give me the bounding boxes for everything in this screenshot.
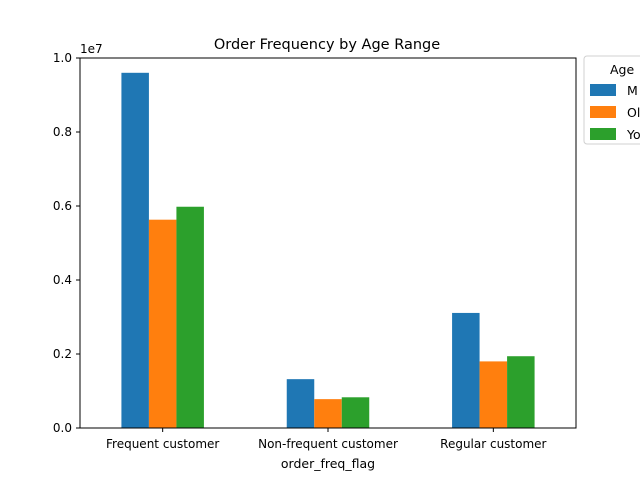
x-axis-ticks: Frequent customer Non-frequent customer Re… bbox=[106, 428, 547, 451]
y-tick-label: 0.4 bbox=[53, 273, 72, 287]
bar-ol-1 bbox=[314, 399, 342, 428]
bar-yo-2 bbox=[507, 356, 535, 428]
bar-m-0 bbox=[121, 72, 149, 429]
bar-ol-0 bbox=[148, 219, 177, 428]
legend-label-yo: Yo bbox=[626, 127, 640, 142]
y-tick-label: 1.0 bbox=[53, 51, 72, 65]
legend-title: Age bbox=[610, 62, 634, 77]
bar-yo-0 bbox=[176, 206, 204, 428]
bar-yo-1 bbox=[341, 397, 370, 428]
legend: Age M Ol Yo bbox=[583, 55, 640, 145]
legend-swatch-m bbox=[590, 84, 616, 96]
y-tick-label: 0.6 bbox=[53, 199, 72, 213]
plot-frame bbox=[79, 57, 577, 429]
legend-label-m: M bbox=[627, 83, 638, 98]
legend-label-ol: Ol bbox=[627, 105, 640, 120]
legend-swatch-ol bbox=[590, 106, 616, 118]
legend-box bbox=[583, 55, 640, 145]
x-tick-label: Regular customer bbox=[440, 437, 546, 451]
bar-m-1 bbox=[286, 379, 315, 428]
x-tick-label: Frequent customer bbox=[106, 437, 219, 451]
legend-swatch-yo bbox=[590, 128, 616, 140]
y-tick-label: 0.8 bbox=[53, 125, 72, 139]
y-axis-ticks: 0.0 0.2 0.4 0.6 0.8 1.0 bbox=[53, 51, 80, 435]
bar-m-2 bbox=[452, 312, 480, 428]
bar-ol-2 bbox=[479, 361, 508, 428]
x-tick-label: Non-frequent customer bbox=[258, 437, 398, 451]
chart-title: Order Frequency by Age Range bbox=[214, 37, 440, 53]
x-axis-label: order_freq_flag bbox=[281, 456, 375, 471]
y-tick-label: 0.0 bbox=[53, 421, 72, 435]
y-scale-label: 1e7 bbox=[80, 42, 103, 56]
bars-group bbox=[121, 72, 535, 429]
y-tick-label: 0.2 bbox=[53, 347, 72, 361]
